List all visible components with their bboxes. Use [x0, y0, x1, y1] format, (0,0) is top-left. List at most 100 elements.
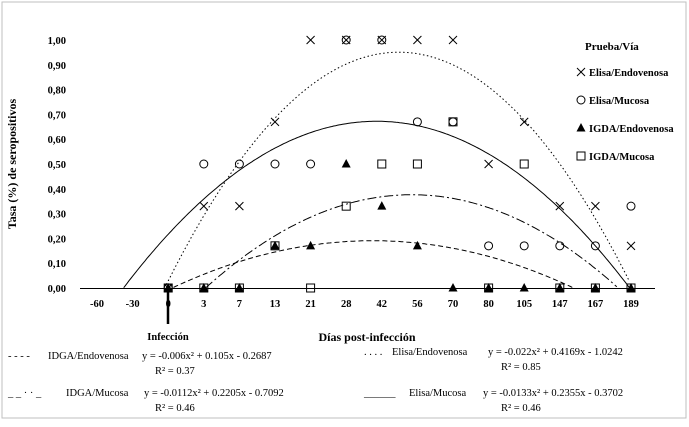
trendlines — [123, 51, 630, 289]
y-axis-label: Tasa (%) de seropositivos — [5, 99, 19, 230]
x-tick-label: 0 — [166, 299, 171, 310]
point-square — [234, 283, 244, 293]
equation-text: y = -0.022x² + 0.4169x - 1.0242 — [488, 347, 623, 358]
y-tick-label: 0,50 — [48, 160, 66, 171]
data-points — [163, 35, 636, 293]
point-square — [270, 241, 280, 251]
point-triangle — [377, 201, 387, 210]
x-tick-label: 189 — [623, 299, 639, 310]
equation-elisa-endovenosa: . . . . Elisa/Endovenosa y = -0.022x² + … — [364, 347, 623, 373]
y-tick-label: 1,00 — [48, 36, 66, 47]
point-triangle — [555, 283, 565, 292]
point-circle — [306, 159, 316, 169]
trendline-equations: - - - - IDGA/Endovenosa y = -0.006x² + 0… — [7, 347, 623, 414]
point-circle — [270, 159, 280, 169]
point-x — [484, 159, 493, 169]
x-tick-label: 28 — [341, 299, 352, 310]
trendline-dashdot — [205, 194, 618, 289]
point-triangle — [519, 283, 529, 292]
y-tick-label: 0,60 — [48, 135, 66, 146]
point-circle — [377, 35, 387, 45]
x-tick-label: -30 — [126, 299, 140, 310]
point-triangle — [341, 159, 351, 168]
equation-text: y = -0.0133x² + 0.2355x - 0.3702 — [483, 388, 623, 399]
x-tick-label: 21 — [305, 299, 316, 310]
r2-text: R² = 0.46 — [155, 403, 195, 414]
x-tick-labels: -60 -30 0 3 7 13 21 28 42 56 70 80 105 147 167 189 — [90, 299, 639, 310]
r2-text: R² = 0.46 — [501, 403, 541, 414]
dash-sample: - - - - — [8, 351, 30, 362]
legend-item-label: Elisa/Mucosa — [589, 96, 650, 107]
x-tick-label: 80 — [483, 299, 494, 310]
trendline-solid — [123, 120, 630, 289]
point-triangle — [412, 240, 422, 250]
point-triangle — [199, 283, 209, 292]
equation-idga-endovenosa: - - - - IDGA/Endovenosa y = -0.006x² + 0… — [8, 351, 272, 377]
y-tick-labels: 0,00 0,10 0,20 0,30 0,40 0,50 0,60 0,70 0,80 0,90… — [48, 36, 66, 295]
legend-marker-triangle — [576, 123, 586, 132]
legend-marker-circle — [576, 95, 586, 105]
point-square — [199, 283, 209, 293]
y-tick-label: 0,80 — [48, 86, 66, 97]
point-circle — [590, 241, 600, 251]
equation-idga-mucosa: _ _ · · _ IDGA/Mucosa y = -0.0112x² + 0.… — [7, 388, 284, 414]
y-tick-label: 0,40 — [48, 185, 66, 196]
x-tick-label: 147 — [552, 299, 568, 310]
point-triangle — [484, 283, 494, 292]
point-square — [484, 283, 494, 293]
legend-item-label: Elisa/Endovenosa — [589, 68, 669, 79]
point-square — [448, 117, 458, 127]
equation-label: IDGA/Mucosa — [66, 388, 129, 399]
point-square — [519, 159, 529, 169]
point-circle — [234, 159, 244, 169]
legend: Prueba/Vía Elisa/Endovenosa Elisa/Mucosa I… — [576, 41, 674, 163]
dash-sample: _ _ · · _ — [7, 388, 42, 399]
x-tick-label: 167 — [588, 299, 604, 310]
point-circle — [412, 117, 422, 127]
legend-title: Prueba/Vía — [585, 41, 639, 53]
y-tick-label: 0,00 — [48, 284, 66, 295]
equation-text: y = -0.0112x² + 0.2205x - 0.7092 — [144, 388, 284, 399]
point-x — [270, 117, 280, 127]
y-tick-label: 0,90 — [48, 61, 66, 72]
point-square — [626, 283, 636, 293]
equation-label: IDGA/Endovenosa — [48, 351, 129, 362]
y-tick-label: 0,20 — [48, 234, 66, 245]
r2-text: R² = 0.37 — [155, 366, 195, 377]
x-tick-label: 70 — [448, 299, 459, 310]
y-tick-label: 0,30 — [48, 210, 66, 221]
x-tick-label: 13 — [270, 299, 281, 310]
point-triangle — [306, 240, 316, 250]
point-x — [306, 35, 315, 45]
dash-sample: . . . . — [364, 347, 382, 358]
point-triangle — [448, 283, 458, 292]
point-triangle — [234, 283, 244, 292]
point-triangle — [626, 283, 636, 292]
point-square — [412, 159, 422, 169]
point-x — [413, 35, 422, 45]
legend-item-label: IGDA/Endovenosa — [589, 124, 674, 135]
x-tick-label: 7 — [237, 299, 242, 310]
legend-item-label: IGDA/Mucosa — [589, 152, 655, 163]
point-circle — [199, 159, 209, 169]
infection-label: Infección — [147, 332, 189, 343]
x-tick-label: 3 — [201, 299, 206, 310]
point-x — [199, 201, 209, 211]
point-circle — [484, 241, 494, 251]
equation-label: Elisa/Endovenosa — [392, 347, 468, 358]
point-triangle — [163, 283, 173, 292]
dash-sample: ______ — [363, 388, 396, 399]
x-tick-label: 56 — [412, 299, 423, 310]
point-circle — [555, 241, 565, 251]
point-circle — [519, 241, 529, 251]
point-circle — [341, 35, 351, 45]
equation-text: y = -0.006x² + 0.105x - 0.2687 — [142, 351, 272, 362]
legend-marker-square — [576, 151, 586, 161]
y-tick-label: 0,10 — [48, 259, 66, 270]
x-tick-label: 42 — [377, 299, 388, 310]
point-square — [377, 159, 387, 169]
equation-elisa-mucosa: ______ Elisa/Mucosa y = -0.0133x² + 0.23… — [363, 388, 623, 414]
legend-marker-x — [576, 67, 586, 77]
